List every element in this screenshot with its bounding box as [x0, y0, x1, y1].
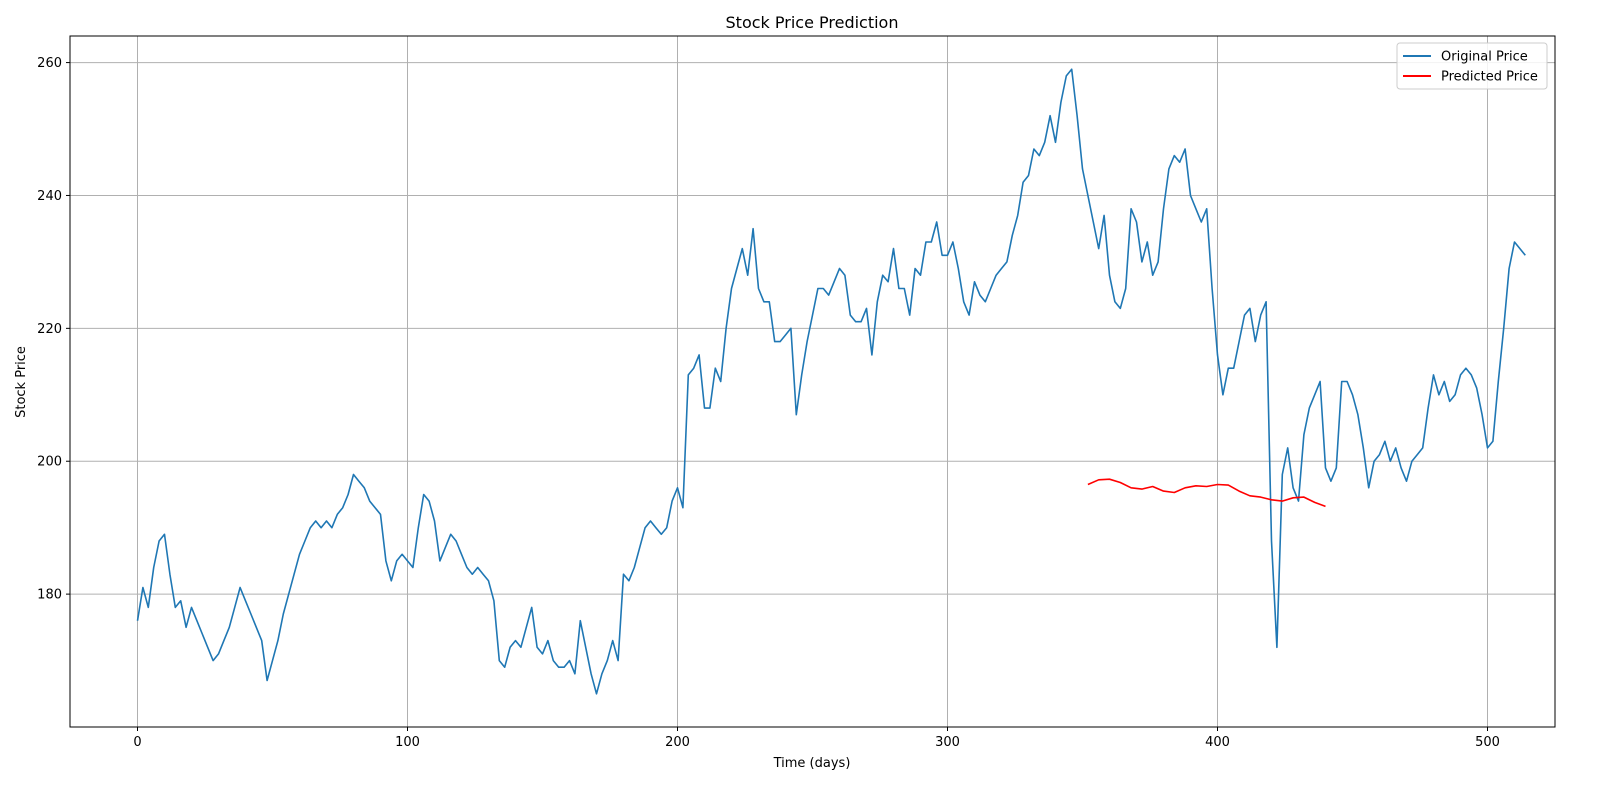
y-tick-label: 220: [37, 322, 62, 337]
x-tick-label: 100: [395, 735, 420, 750]
series-layer: [136, 68, 1526, 695]
x-tick-label: 400: [1205, 735, 1230, 750]
y-axis-label: Stock Price: [14, 346, 29, 418]
legend-label: Original Price: [1441, 50, 1528, 65]
series-line-original-price: [136, 68, 1526, 695]
tick-layer: 0 100 200 300 400 500 180 200 220 240 260: [37, 56, 1500, 750]
legend-label: Predicted Price: [1441, 70, 1538, 85]
series-line-predicted-price: [1087, 478, 1326, 508]
legend-box: [1396, 42, 1548, 90]
y-tick-label: 200: [37, 455, 62, 470]
legend: Original Price Predicted Price: [1396, 42, 1548, 90]
grid-layer: [70, 36, 1555, 727]
x-tick-label: 0: [133, 735, 141, 750]
y-tick-label: 180: [37, 588, 62, 603]
chart-title: Stock Price Prediction: [726, 13, 899, 32]
x-tick-label: 200: [665, 735, 690, 750]
x-axis-label: Time (days): [773, 756, 851, 771]
y-tick-label: 260: [37, 56, 62, 71]
x-tick-label: 300: [935, 735, 960, 750]
plot-frame: [69, 35, 1556, 728]
y-tick-label: 240: [37, 189, 62, 204]
x-tick-label: 500: [1475, 735, 1500, 750]
